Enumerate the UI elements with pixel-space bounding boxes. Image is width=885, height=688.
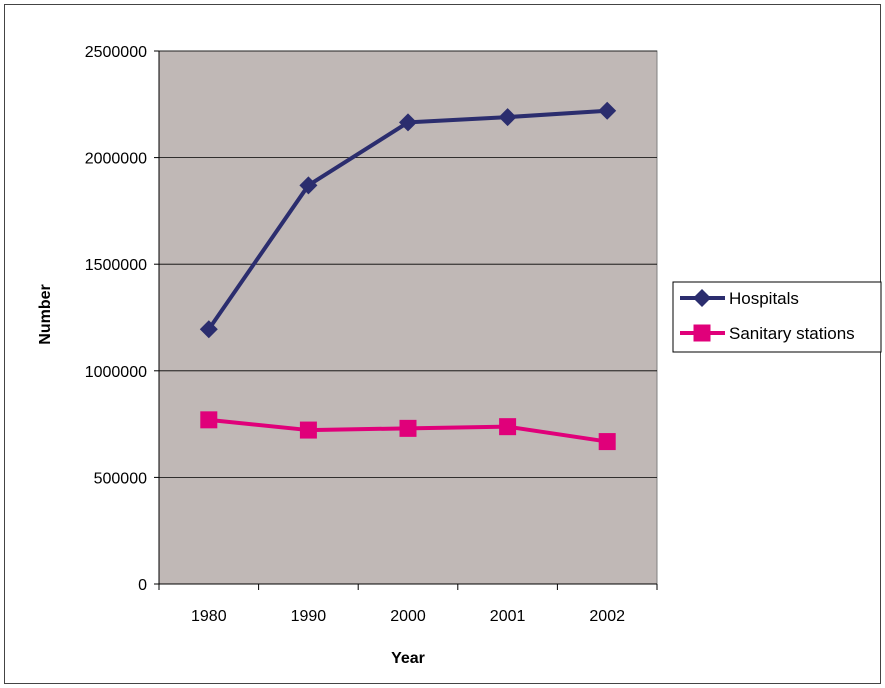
data-point-square (299, 421, 317, 439)
data-point-diamond (598, 101, 617, 120)
data-point-diamond (498, 108, 517, 127)
series-sanitary-stations (200, 411, 616, 451)
x-tick-labels: 1980 1990 2000 2001 2002 (191, 608, 625, 625)
data-point-diamond (199, 320, 218, 339)
plot-area (158, 50, 658, 585)
y-tick-label: 2000000 (85, 151, 147, 168)
data-point-square (399, 419, 417, 437)
legend-item: Hospitals (680, 289, 799, 308)
y-tick-label: 500000 (94, 470, 147, 487)
y-tick-labels: 0 500000 1000000 1500000 2000000 2500000 (85, 44, 147, 594)
x-axis-title: Year (391, 650, 425, 667)
data-point-diamond (299, 176, 318, 195)
gridlines (154, 50, 657, 585)
series-group (199, 101, 617, 451)
y-tick-label: 0 (138, 577, 147, 594)
y-tick-label: 1500000 (85, 257, 147, 274)
series-hospitals (199, 101, 617, 339)
data-point-square (598, 433, 616, 451)
axes (158, 51, 658, 590)
x-tick-label: 2000 (390, 608, 426, 625)
x-tick-label: 2001 (490, 608, 526, 625)
data-point-square (693, 324, 711, 342)
legend: Hospitals Sanitary stations (672, 281, 882, 353)
data-point-square (200, 411, 218, 429)
data-point-diamond (693, 289, 711, 307)
data-point-square (499, 418, 517, 436)
y-tick-label: 1000000 (85, 364, 147, 381)
y-axis-title: Number (37, 284, 54, 344)
legend-item: Sanitary stations (680, 324, 855, 343)
x-tick-label: 1990 (291, 608, 327, 625)
x-tick-label: 1980 (191, 608, 227, 625)
data-point-diamond (399, 113, 417, 132)
legend-label: Sanitary stations (729, 324, 855, 343)
y-tick-label: 2500000 (85, 44, 147, 61)
legend-label: Hospitals (729, 289, 799, 308)
x-tick-label: 2002 (589, 608, 625, 625)
